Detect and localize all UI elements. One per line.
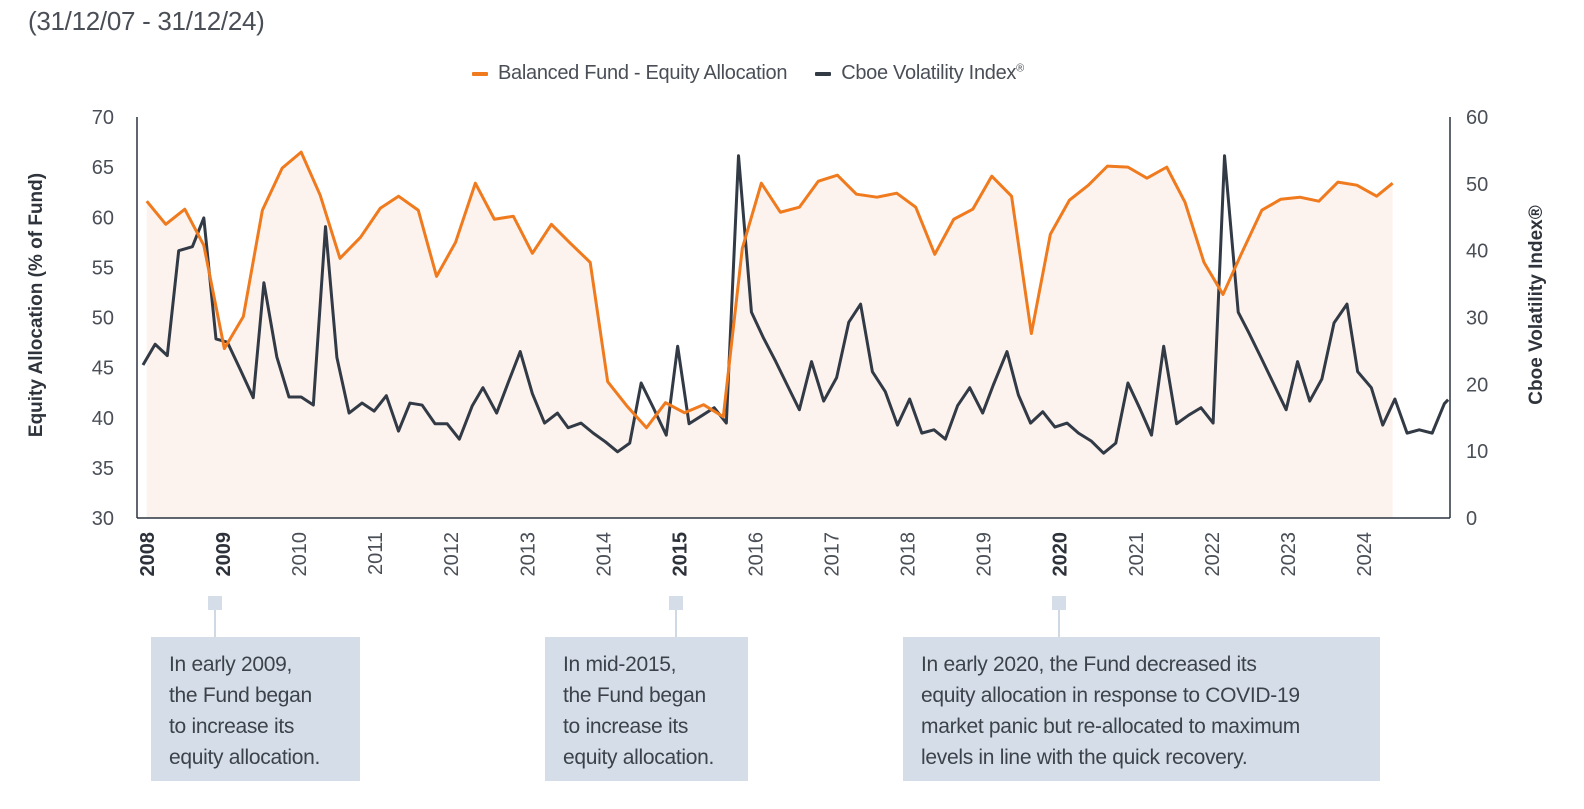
chart-subtitle: (31/12/07 - 31/12/24) bbox=[28, 6, 265, 36]
annotation-2020-line-1: In early 2020, the Fund decreased its bbox=[921, 653, 1257, 676]
annotation-connector-2020 bbox=[1058, 610, 1060, 638]
annotation-2009: In early 2009, the Fund began to increas… bbox=[151, 637, 360, 781]
legend-label-equity: Balanced Fund - Equity Allocation bbox=[498, 62, 788, 84]
annotation-2009-line-3: to increase its bbox=[169, 715, 295, 738]
annotation-marker-2009 bbox=[208, 596, 222, 610]
annotation-2020-line-4: levels in line with the quick recovery. bbox=[921, 746, 1248, 769]
left-y-tick-label: 55 bbox=[92, 257, 114, 279]
x-tick-label: 2024 bbox=[1354, 532, 1376, 577]
annotation-marker-2020 bbox=[1052, 596, 1066, 610]
equity-area-fill bbox=[146, 152, 1393, 518]
legend-label-vix: Cboe Volatility Index® bbox=[841, 62, 1024, 85]
annotation-marker-2015 bbox=[669, 596, 683, 610]
right-y-tick-label: 10 bbox=[1466, 441, 1488, 463]
left-y-tick-label: 50 bbox=[92, 308, 114, 330]
right-y-tick-label: 40 bbox=[1466, 241, 1488, 263]
x-tick-label: 2016 bbox=[745, 532, 767, 577]
annotation-connector-2009 bbox=[214, 610, 216, 638]
right-y-ticks: 60 50 40 30 20 10 0 bbox=[1466, 107, 1488, 530]
legend-swatch-vix bbox=[815, 71, 832, 76]
x-tick-label: 2012 bbox=[441, 532, 463, 577]
x-tick-label: 2013 bbox=[517, 532, 539, 577]
x-tick-label: 2022 bbox=[1202, 532, 1224, 577]
right-y-tick-label: 50 bbox=[1466, 174, 1488, 196]
left-y-tick-label: 65 bbox=[92, 157, 114, 179]
x-tick-label: 2010 bbox=[289, 532, 311, 577]
chart-legend: Balanced Fund - Equity Allocation Cboe V… bbox=[472, 62, 1024, 85]
left-y-tick-label: 40 bbox=[92, 408, 114, 430]
x-tick-label: 2009 bbox=[213, 532, 235, 577]
annotation-2020: In early 2020, the Fund decreased its eq… bbox=[903, 637, 1380, 781]
annotation-2015-line-2: the Fund began bbox=[563, 684, 706, 707]
right-y-tick-label: 60 bbox=[1466, 107, 1488, 129]
x-tick-label: 2015 bbox=[669, 532, 691, 577]
legend-label-vix-text: Cboe Volatility Index bbox=[841, 62, 1017, 84]
x-tick-label: 2017 bbox=[822, 532, 844, 577]
legend-item-vix: Cboe Volatility Index® bbox=[815, 62, 1024, 85]
annotation-2015-line-3: to increase its bbox=[563, 715, 689, 738]
equity-line bbox=[145, 150, 1394, 430]
axes bbox=[136, 117, 1451, 519]
annotation-2020-line-3: market panic but re-allocated to maximum bbox=[921, 715, 1300, 738]
registered-mark: ® bbox=[1016, 62, 1024, 75]
left-y-tick-label: 35 bbox=[92, 458, 114, 480]
annotation-2015-line-4: equity allocation. bbox=[563, 746, 715, 769]
right-y-tick-label: 30 bbox=[1466, 308, 1488, 330]
right-y-tick-label: 0 bbox=[1466, 508, 1477, 530]
left-y-tick-label: 45 bbox=[92, 358, 114, 380]
annotation-2020-line-2: equity allocation in response to COVID-1… bbox=[921, 684, 1300, 707]
annotation-2009-line-2: the Fund began bbox=[169, 684, 312, 707]
left-y-ticks: 70 65 60 55 50 45 40 35 30 bbox=[92, 107, 114, 530]
x-tick-label: 2021 bbox=[1126, 532, 1148, 577]
legend-item-equity: Balanced Fund - Equity Allocation bbox=[472, 62, 787, 85]
x-tick-label: 2014 bbox=[593, 532, 615, 577]
annotation-2009-line-4: equity allocation. bbox=[169, 746, 321, 769]
left-y-tick-label: 70 bbox=[92, 107, 114, 129]
left-axis-title: Equity Allocation (% of Fund) bbox=[26, 173, 47, 437]
annotation-connector-2015 bbox=[675, 610, 677, 638]
left-y-tick-label: 30 bbox=[92, 508, 114, 530]
x-tick-label: 2019 bbox=[974, 532, 996, 577]
left-y-tick-label: 60 bbox=[92, 207, 114, 229]
x-ticks: 2008 2009 2010 2011 2012 2013 2014 2015 2016 2017… bbox=[137, 532, 1376, 577]
x-tick-label: 2023 bbox=[1278, 532, 1300, 577]
x-tick-label: 2011 bbox=[365, 532, 387, 575]
right-axis-title: Cboe Volatility Index® bbox=[1526, 205, 1547, 404]
annotation-2015: In mid-2015, the Fund began to increase … bbox=[545, 637, 748, 781]
x-tick-label: 2018 bbox=[898, 532, 920, 577]
vix-line bbox=[141, 154, 1450, 455]
legend-swatch-equity bbox=[472, 71, 488, 76]
annotation-2015-line-1: In mid-2015, bbox=[563, 653, 677, 676]
right-y-tick-label: 20 bbox=[1466, 374, 1488, 396]
x-tick-label: 2008 bbox=[137, 532, 159, 577]
annotation-2009-line-1: In early 2009, bbox=[169, 653, 293, 676]
x-tick-label: 2020 bbox=[1050, 532, 1072, 577]
